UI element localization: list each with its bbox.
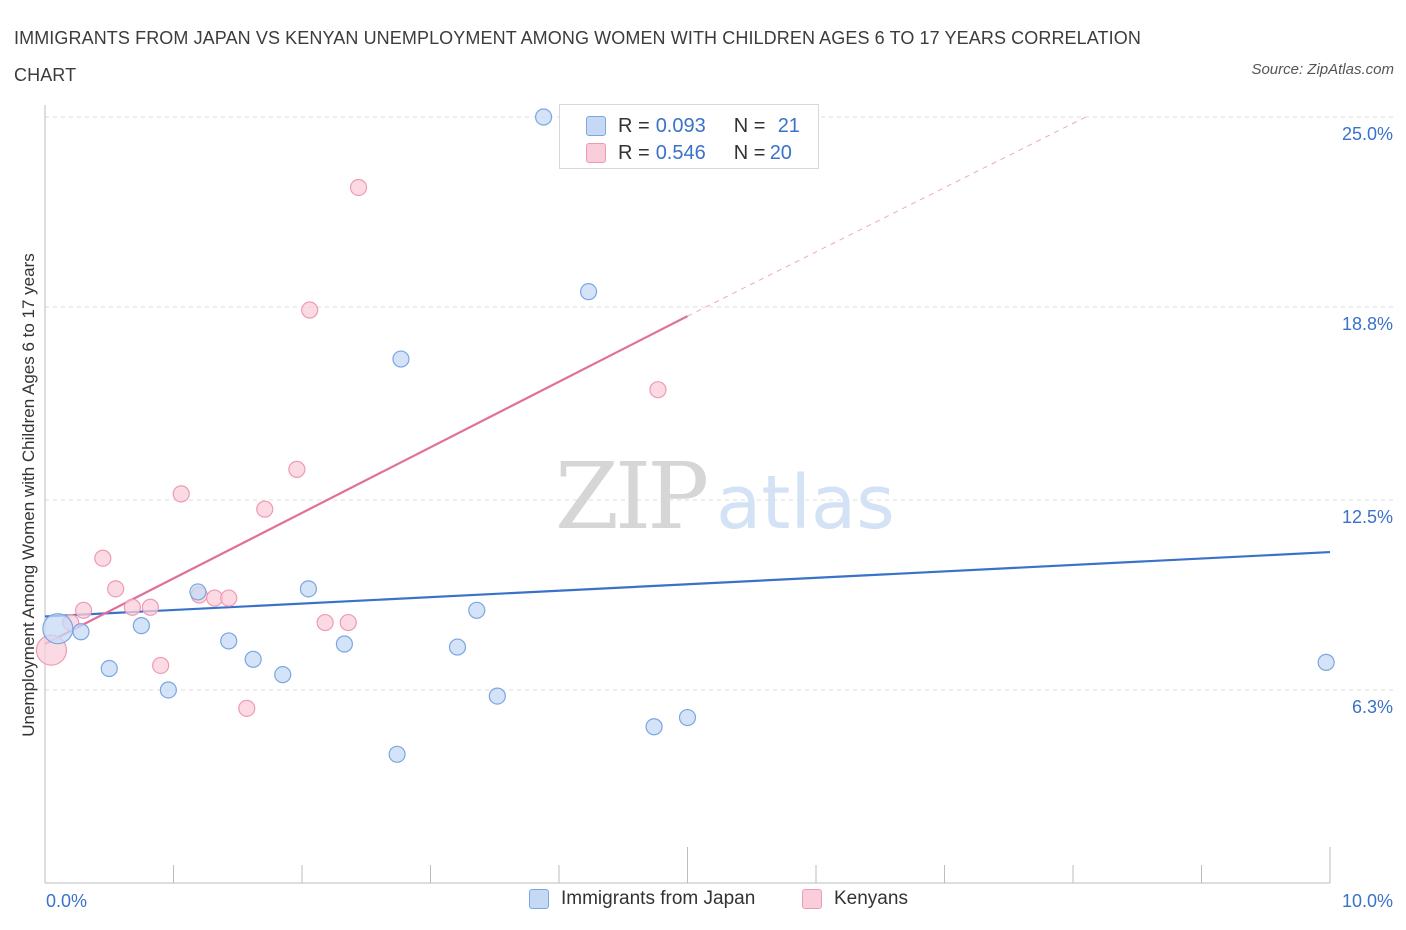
japan-point xyxy=(448,638,467,656)
kenyan-legend-label: Kenyans xyxy=(834,888,908,909)
legend-row-japan: R = 0.093 N = 21 xyxy=(586,113,800,139)
points-layer xyxy=(35,108,1335,763)
kenyan-point xyxy=(141,598,159,616)
japan-point xyxy=(159,681,177,699)
kenyan-n-label: N = xyxy=(733,141,766,164)
kenyan-r-label: R = xyxy=(618,141,650,164)
japan-point xyxy=(299,580,318,598)
kenyan-point xyxy=(123,598,141,616)
kenyan-point xyxy=(107,580,125,598)
watermark: ZIP atlas xyxy=(555,443,895,550)
kenyan-point xyxy=(172,485,190,503)
japan-point xyxy=(132,617,150,635)
japan-point xyxy=(100,659,118,678)
japan-point xyxy=(534,108,553,126)
x-tick-label-min: 0.0% xyxy=(46,891,87,911)
kenyan-point xyxy=(649,381,667,399)
kenyan-point xyxy=(288,460,306,478)
series-legend: Immigrants from Japan Kenyans xyxy=(0,888,1406,916)
kenyan-point xyxy=(220,589,238,607)
x-tick-label-max: 10.0% xyxy=(1342,891,1393,911)
japan-point xyxy=(335,635,354,653)
correlation-legend: R = 0.093 N = 21 R = 0.546 N = 20 xyxy=(559,104,819,169)
japan-point xyxy=(189,583,207,601)
japan-point xyxy=(244,650,262,668)
japan-r-value: 0.093 xyxy=(655,114,706,137)
japan-point xyxy=(220,632,238,650)
japan-point xyxy=(468,601,486,619)
chart-title: IMMIGRANTS FROM JAPAN VS KENYAN UNEMPLOY… xyxy=(14,28,1141,85)
japan-point xyxy=(579,283,598,301)
kenyan-point xyxy=(301,301,319,319)
japan-point xyxy=(645,718,663,736)
legend-item-japan[interactable]: Immigrants from Japan xyxy=(529,888,755,910)
japan-legend-label: Immigrants from Japan xyxy=(561,888,756,909)
kenyan-point xyxy=(238,699,256,717)
japan-point xyxy=(388,745,406,763)
kenyan-r-value: 0.546 xyxy=(655,141,706,164)
legend-row-kenyan: R = 0.546 N = 20 xyxy=(586,140,792,166)
kenyan-trend-extension xyxy=(687,116,1087,317)
legend-item-kenyan[interactable]: Kenyans xyxy=(802,888,908,910)
kenyan-point xyxy=(339,613,357,632)
japan-point xyxy=(392,350,410,368)
japan-point xyxy=(42,613,74,645)
japan-point xyxy=(488,687,506,705)
kenyan-point xyxy=(94,549,112,567)
japan-n-label: N = xyxy=(733,114,766,137)
kenyan-point xyxy=(256,500,274,518)
japan-point xyxy=(1317,653,1335,671)
kenyan-n-value: 20 xyxy=(769,141,792,164)
y-axis-label: Unemployment Among Women with Children A… xyxy=(19,253,38,737)
kenyan-trend-line xyxy=(44,315,688,645)
japan-trend-line xyxy=(44,550,1331,618)
y-tick-label: 12.5% xyxy=(1342,507,1393,527)
japan-point xyxy=(72,623,90,641)
japan-r-label: R = xyxy=(618,114,650,137)
watermark-atlas: atlas xyxy=(716,460,895,546)
kenyan-point xyxy=(74,601,93,619)
y-tick-label: 25.0% xyxy=(1342,124,1393,144)
tick-labels: 6.3% 12.5% 18.8% 25.0% 0.0% 10.0% xyxy=(46,124,1393,911)
grid-layer xyxy=(45,116,1395,691)
japan-point xyxy=(274,666,292,684)
kenyan-legend-swatch xyxy=(802,889,822,909)
kenyan-point xyxy=(349,178,368,197)
source-label: Source: ZipAtlas.com xyxy=(1251,61,1394,78)
japan-legend-swatch xyxy=(529,889,549,909)
y-tick-label: 6.3% xyxy=(1352,697,1393,717)
trend-layer xyxy=(44,116,1331,645)
kenyan-point xyxy=(316,613,334,632)
kenyan-swatch xyxy=(586,143,606,163)
japan-swatch xyxy=(586,116,606,136)
watermark-zip: ZIP xyxy=(555,443,706,550)
japan-n-value: 21 xyxy=(777,114,800,137)
japan-point xyxy=(678,708,697,727)
axis-layer xyxy=(44,105,1331,884)
kenyan-point xyxy=(152,656,170,675)
y-tick-label: 18.8% xyxy=(1342,314,1393,334)
